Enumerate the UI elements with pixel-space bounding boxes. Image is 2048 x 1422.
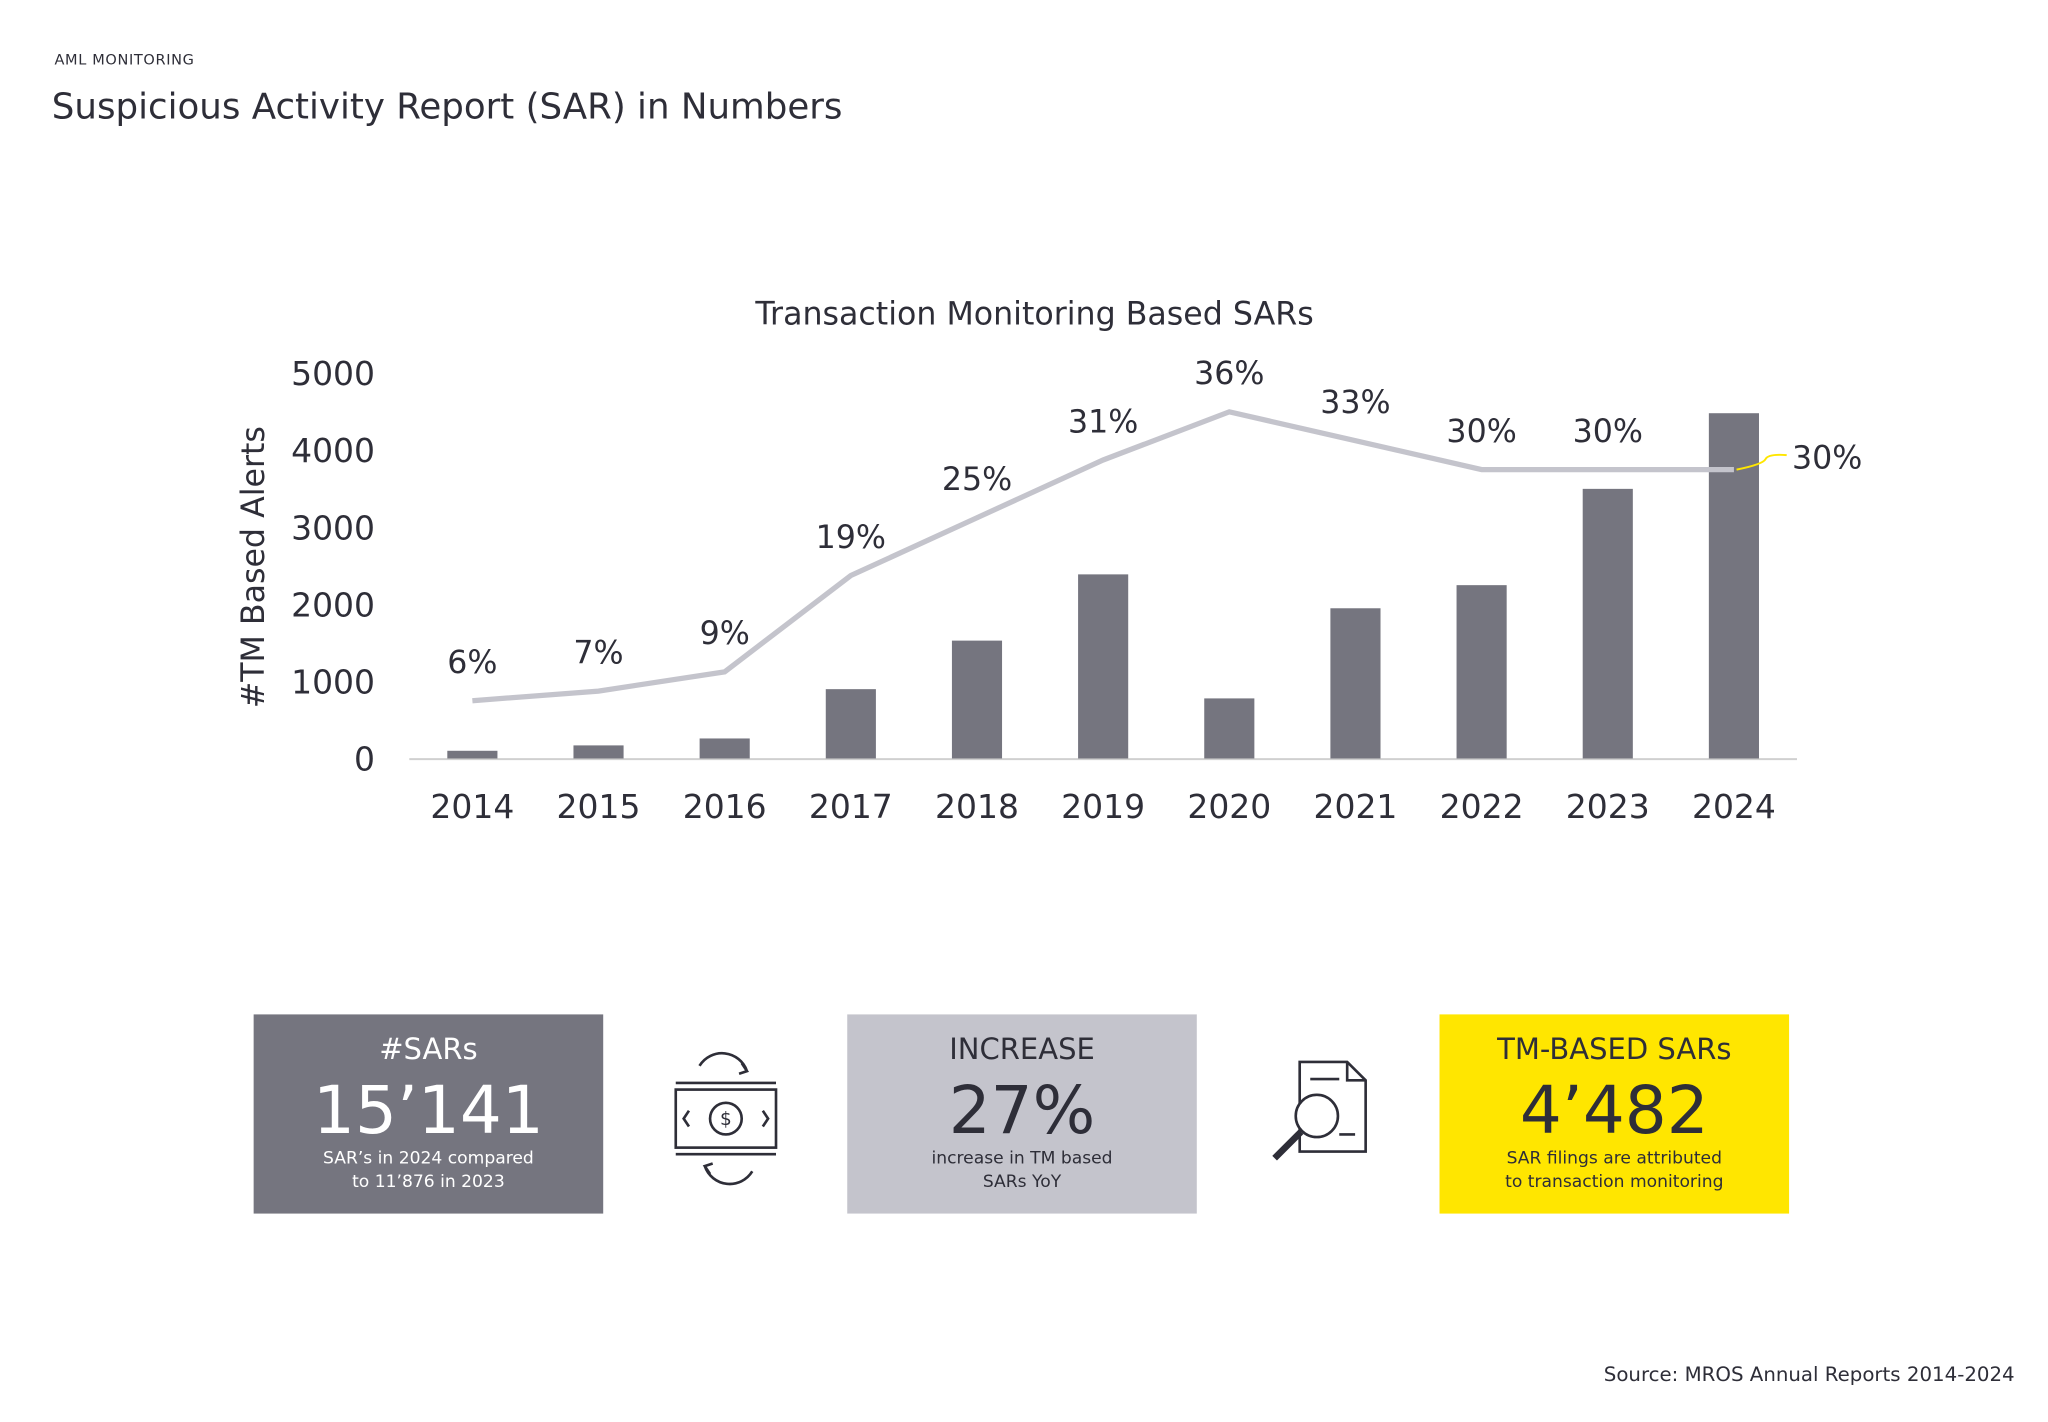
- bar: [1078, 574, 1129, 759]
- x-tick-label: 2014: [430, 787, 514, 826]
- y-tick-label: 3000: [291, 508, 375, 547]
- card-value: 27%: [949, 1072, 1096, 1149]
- bar: [825, 689, 876, 759]
- card-caption: to transaction monitoring: [1505, 1172, 1723, 1192]
- x-tick-label: 2023: [1566, 787, 1650, 826]
- card: [1439, 1014, 1790, 1214]
- card-caption: SARs YoY: [983, 1172, 1062, 1192]
- data-label: 19%: [816, 520, 886, 556]
- x-tick-label: 2015: [557, 787, 641, 826]
- data-label: 30%: [1446, 414, 1516, 450]
- data-label: 6%: [447, 645, 497, 681]
- bar: [951, 640, 1003, 759]
- data-label: 25%: [942, 462, 1012, 498]
- data-label: 31%: [1068, 404, 1138, 440]
- data-label: 36%: [1194, 356, 1264, 392]
- bar: [1330, 608, 1381, 759]
- data-label: 30%: [1792, 440, 1862, 476]
- plot: 0 1000 2000 3000 4000 5000 2014 2015 2016 2017 201…: [291, 354, 1862, 826]
- source: Source: MROS Annual Reports 2014-2024: [1604, 1363, 2015, 1386]
- y-tick-label: 1000: [291, 662, 375, 701]
- card-caption: SAR filings are attributed: [1507, 1148, 1722, 1168]
- kicker: AML MONITORING: [54, 53, 194, 69]
- chart-title: Transaction Monitoring Based SARs: [754, 297, 1313, 333]
- x-tick-label: 2018: [935, 787, 1019, 826]
- card-title: TM-BASED SARs: [1496, 1032, 1731, 1066]
- x-tick-label: 2019: [1061, 787, 1145, 826]
- y-tick-label: 0: [354, 739, 375, 778]
- data-label: 30%: [1573, 414, 1643, 450]
- document-icon: [1272, 1060, 1367, 1161]
- x-tick-label: 2024: [1692, 787, 1776, 826]
- leader-line: [1736, 453, 1787, 471]
- y-tick-label: 2000: [291, 585, 375, 624]
- y-tick-label: 4000: [291, 431, 375, 470]
- money-icon: [674, 1051, 778, 1186]
- card-caption: increase in TM based: [931, 1148, 1112, 1168]
- data-label: 9%: [700, 616, 750, 652]
- card-value: 15’141: [313, 1072, 544, 1149]
- y-tick-label: 5000: [291, 354, 375, 393]
- x-tick-label: 2021: [1314, 787, 1398, 826]
- card: [847, 1014, 1197, 1214]
- bar: [573, 745, 624, 759]
- y-axis-label: #TM Based Alerts: [236, 426, 272, 708]
- dollar-glyph: $: [720, 1109, 732, 1130]
- bar: [1708, 413, 1759, 759]
- bar: [1204, 698, 1255, 759]
- x-tick-label: 2017: [809, 787, 893, 826]
- bar: [1582, 488, 1633, 759]
- card: [253, 1014, 604, 1214]
- card-value: 4’482: [1520, 1072, 1709, 1149]
- bar: [447, 750, 498, 759]
- card-caption: to 11’876 in 2023: [352, 1172, 505, 1192]
- x-tick-label: 2022: [1440, 787, 1524, 826]
- data-label: 33%: [1320, 385, 1390, 421]
- x-tick-label: 2020: [1187, 787, 1271, 826]
- bar: [699, 738, 750, 759]
- page-title: Suspicious Activity Report (SAR) in Numb…: [52, 87, 843, 128]
- card-title: INCREASE: [949, 1032, 1095, 1066]
- x-tick-label: 2016: [683, 787, 767, 826]
- bar: [1456, 585, 1507, 759]
- card-title: #SARs: [379, 1032, 477, 1066]
- card-caption: SAR’s in 2024 compared: [323, 1148, 534, 1168]
- line: [472, 409, 1734, 704]
- data-label: 7%: [573, 635, 623, 671]
